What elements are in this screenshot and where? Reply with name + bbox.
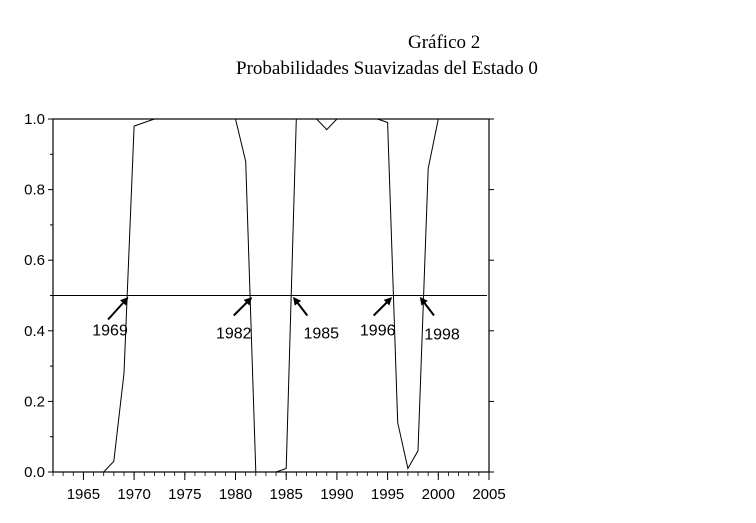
x-tick-label: 2005 — [472, 486, 505, 503]
y-tick-label: 0.8 — [24, 182, 45, 199]
annotation-arrow — [293, 296, 309, 317]
x-tick-label: 2000 — [422, 486, 455, 503]
annotation-arrow — [372, 297, 393, 317]
x-tick-label: 1985 — [270, 486, 303, 503]
chart-subtitle: Probabilidades Suavizadas del Estado 0 — [236, 58, 538, 79]
x-tick-label: 1990 — [320, 486, 353, 503]
y-tick-label: 0.2 — [24, 393, 45, 410]
y-tick-label: 0.0 — [24, 464, 45, 481]
series-line — [53, 118, 489, 473]
x-tick-label: 1995 — [371, 486, 404, 503]
x-tick-label: 1965 — [67, 486, 100, 503]
annotation-label: 1996 — [360, 323, 396, 340]
y-tick-label: 0.4 — [24, 323, 45, 340]
annotation-label: 1982 — [216, 326, 252, 343]
annotation-label: 1998 — [424, 327, 460, 344]
annotation-arrow — [107, 297, 129, 321]
annotation-arrow — [233, 297, 253, 317]
annotation-arrow — [419, 296, 435, 317]
annotation-label: 1985 — [303, 326, 339, 343]
x-tick-label: 1975 — [168, 486, 201, 503]
y-tick-label: 0.6 — [24, 252, 45, 269]
y-tick-label: 1.0 — [24, 111, 45, 128]
annotation-label: 1969 — [92, 323, 128, 340]
x-tick-label: 1970 — [117, 486, 150, 503]
chart-title: Gráfico 2 — [408, 32, 481, 53]
x-tick-label: 1980 — [219, 486, 252, 503]
